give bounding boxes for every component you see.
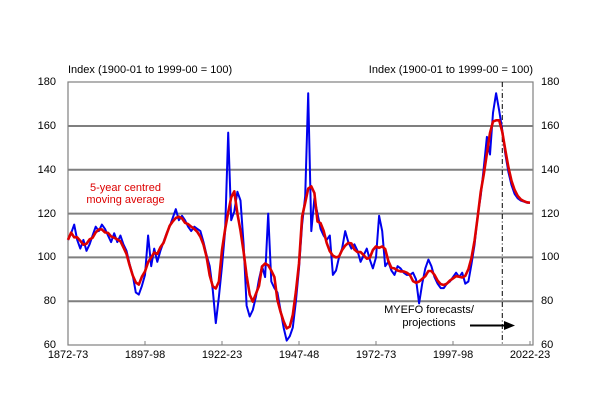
y-axis-label-right-80: 80: [541, 295, 554, 307]
y-axis-label-left-80: 80: [43, 295, 56, 307]
forecast-annotation: MYEFO forecasts/ projections: [368, 304, 490, 329]
x-axis-label-2022-23: 2022-23: [509, 349, 551, 361]
moving-average-annotation-line2: moving average: [86, 194, 165, 206]
y-axis-label-left-180: 180: [37, 76, 56, 88]
y-axis-label-right-60: 60: [541, 339, 554, 351]
right-axis-title: Index (1900-01 to 1999-00 = 100): [368, 64, 533, 76]
y-axis-label-left-100: 100: [37, 251, 56, 263]
x-axis-label-1872-73: 1872-73: [47, 349, 89, 361]
moving-average-annotation-line1: 5-year centred: [90, 182, 161, 194]
forecast-annotation-line2: projections: [402, 316, 456, 329]
y-axis-label-right-180: 180: [541, 76, 560, 88]
forecast-annotation-line1: MYEFO forecasts/: [384, 304, 474, 316]
x-axis-label-1922-23: 1922-23: [201, 349, 243, 361]
moving-average-line: [66, 119, 531, 330]
y-axis-label-right-120: 120: [541, 208, 560, 220]
y-axis-label-right-160: 160: [541, 120, 560, 132]
y-axis-label-right-140: 140: [541, 164, 560, 176]
left-axis-title: Index (1900-01 to 1999-00 = 100): [68, 64, 233, 76]
moving-average-annotation: 5-year centred moving average: [68, 182, 183, 206]
x-axis-label-1972-73: 1972-73: [355, 349, 397, 361]
y-axis-label-left-160: 160: [37, 120, 56, 132]
plot-frame: [67, 81, 534, 346]
forecast-arrow-head-icon: [504, 321, 515, 330]
x-axis-label-1897-98: 1897-98: [124, 349, 166, 361]
y-axis-label-left-140: 140: [37, 164, 56, 176]
y-axis-label-left-60: 60: [43, 339, 56, 351]
x-axis-label-1997-98: 1997-98: [432, 349, 474, 361]
y-axis-label-right-100: 100: [541, 251, 560, 263]
x-axis-label-1947-48: 1947-48: [278, 349, 320, 361]
y-axis-label-left-120: 120: [37, 208, 56, 220]
